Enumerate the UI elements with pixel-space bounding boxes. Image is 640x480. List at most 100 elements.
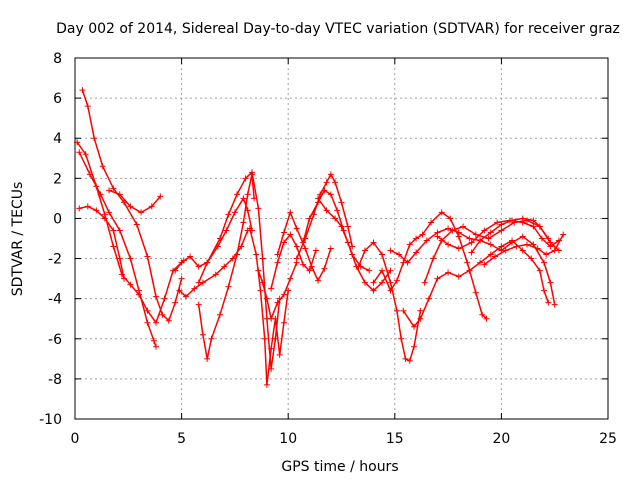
data-point bbox=[225, 283, 232, 290]
data-point bbox=[379, 279, 386, 286]
series-line bbox=[178, 230, 249, 298]
data-point bbox=[133, 221, 140, 228]
data-point bbox=[423, 237, 430, 244]
data-point bbox=[419, 231, 426, 238]
data-point bbox=[300, 261, 307, 268]
data-point bbox=[398, 335, 405, 342]
data-point bbox=[212, 271, 219, 278]
series-line bbox=[470, 217, 549, 253]
data-point bbox=[293, 225, 300, 232]
data-point bbox=[421, 279, 428, 286]
data-point bbox=[519, 233, 526, 240]
data-point bbox=[216, 235, 223, 242]
data-point bbox=[172, 299, 179, 306]
data-point bbox=[195, 279, 202, 286]
series-line bbox=[108, 189, 161, 214]
data-point bbox=[413, 235, 420, 242]
data-point bbox=[445, 241, 452, 248]
data-point bbox=[428, 219, 435, 226]
series-s24 bbox=[468, 215, 552, 256]
series-s2 bbox=[74, 139, 187, 326]
data-point bbox=[387, 287, 394, 294]
data-point bbox=[246, 225, 253, 232]
data-point bbox=[110, 185, 117, 192]
data-point bbox=[79, 87, 86, 94]
data-point bbox=[259, 255, 266, 262]
y-tick-label: 8 bbox=[53, 51, 62, 67]
data-point bbox=[530, 223, 537, 230]
data-point bbox=[528, 255, 535, 262]
series-line bbox=[296, 172, 353, 259]
data-point bbox=[349, 243, 356, 250]
series-s13 bbox=[274, 209, 334, 284]
data-point bbox=[464, 259, 471, 266]
data-point bbox=[513, 243, 520, 250]
data-point bbox=[477, 237, 484, 244]
data-point bbox=[82, 151, 89, 158]
series-line bbox=[436, 219, 560, 250]
data-point bbox=[396, 251, 403, 258]
data-point bbox=[543, 251, 550, 258]
data-point bbox=[223, 227, 230, 234]
y-tick-label: -2 bbox=[48, 252, 62, 268]
data-point bbox=[438, 209, 445, 216]
data-point bbox=[338, 223, 345, 230]
data-point bbox=[536, 267, 543, 274]
data-point bbox=[545, 299, 552, 306]
series-s16 bbox=[315, 195, 394, 294]
data-point bbox=[153, 319, 160, 326]
data-point bbox=[366, 267, 373, 274]
y-tick-label: 2 bbox=[53, 171, 62, 187]
data-point bbox=[541, 287, 548, 294]
data-point bbox=[498, 243, 505, 250]
data-point bbox=[481, 227, 488, 234]
data-point bbox=[178, 259, 185, 266]
data-point bbox=[434, 233, 441, 240]
data-point bbox=[400, 307, 407, 314]
data-point bbox=[195, 263, 202, 270]
data-point bbox=[248, 169, 255, 176]
data-point bbox=[519, 215, 526, 222]
data-point bbox=[268, 315, 275, 322]
x-tick-label: 15 bbox=[386, 431, 404, 447]
data-point bbox=[344, 223, 351, 230]
data-point bbox=[153, 343, 160, 350]
data-point bbox=[127, 281, 134, 288]
data-point bbox=[287, 209, 294, 216]
series-s14 bbox=[293, 171, 356, 262]
series-line bbox=[357, 241, 422, 362]
series-layer bbox=[74, 87, 567, 388]
data-point bbox=[308, 263, 315, 270]
data-point bbox=[492, 253, 499, 260]
series-line bbox=[276, 210, 332, 283]
data-point bbox=[410, 343, 417, 350]
data-point bbox=[494, 219, 501, 226]
data-point bbox=[370, 279, 377, 286]
data-point bbox=[116, 191, 123, 198]
data-point bbox=[344, 239, 351, 246]
series-s12 bbox=[268, 231, 319, 292]
x-axis-label: GPS time / hours bbox=[281, 459, 398, 475]
x-tick-label: 0 bbox=[71, 431, 80, 447]
data-point bbox=[466, 267, 473, 274]
data-point bbox=[280, 239, 287, 246]
data-point bbox=[468, 249, 475, 256]
data-point bbox=[413, 249, 420, 256]
data-point bbox=[276, 351, 283, 358]
data-point bbox=[502, 247, 509, 254]
series-s3 bbox=[76, 149, 160, 350]
data-point bbox=[242, 175, 249, 182]
data-point bbox=[334, 207, 341, 214]
x-tick-label: 20 bbox=[492, 431, 510, 447]
data-point bbox=[430, 255, 437, 262]
series-s17 bbox=[355, 239, 424, 364]
data-point bbox=[402, 355, 409, 362]
data-point bbox=[135, 287, 142, 294]
y-tick-label: -10 bbox=[39, 412, 62, 428]
series-s1 bbox=[79, 87, 185, 324]
data-point bbox=[538, 235, 545, 242]
data-point bbox=[204, 259, 211, 266]
data-point bbox=[116, 227, 123, 234]
data-point bbox=[327, 171, 334, 178]
data-point bbox=[547, 279, 554, 286]
